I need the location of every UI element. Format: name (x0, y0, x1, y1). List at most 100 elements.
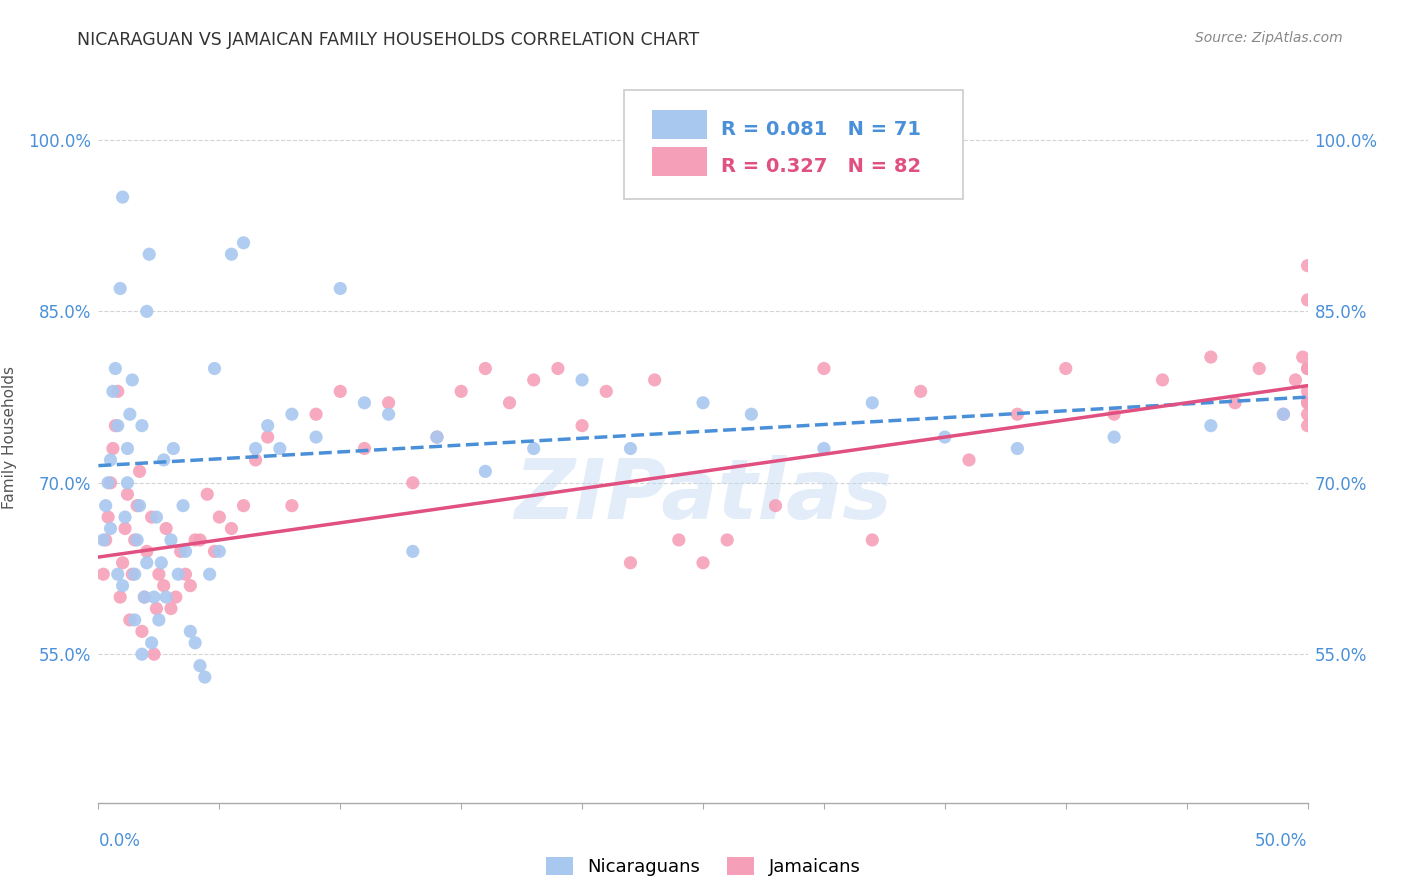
Point (100, 453, 122, 467)
Point (813, 361, 835, 376)
Point (1296, 259, 1319, 273)
Legend: Nicaraguans, Jamaicans: Nicaraguans, Jamaicans (538, 849, 868, 883)
Point (91, 567, 114, 582)
Point (1292, 350, 1315, 364)
Point (377, 407, 399, 421)
Point (269, 442, 291, 456)
Point (204, 544, 226, 558)
Point (692, 556, 714, 570)
Point (100, 521, 122, 535)
Point (148, 613, 170, 627)
Point (1284, 373, 1306, 387)
Point (860, 533, 883, 547)
Point (101, 442, 124, 456)
Text: Source: ZipAtlas.com: Source: ZipAtlas.com (1195, 31, 1343, 45)
Point (160, 601, 183, 615)
Point (194, 670, 217, 684)
Point (97, 475, 120, 490)
Point (353, 442, 375, 456)
Point (131, 647, 153, 661)
Point (1296, 396, 1319, 410)
Point (619, 442, 641, 456)
Point (523, 442, 546, 456)
Point (108, 590, 131, 604)
Point (135, 544, 157, 558)
Point (174, 567, 197, 582)
Point (910, 384, 932, 399)
Point (174, 544, 197, 558)
Point (128, 464, 150, 478)
Point (101, 384, 124, 399)
Point (305, 407, 328, 421)
Point (450, 384, 472, 399)
Point (498, 396, 520, 410)
Point (208, 510, 231, 524)
Text: ZIPatlas: ZIPatlas (515, 455, 891, 536)
Point (232, 235, 254, 250)
Point (188, 533, 211, 547)
Point (169, 544, 191, 558)
Point (221, 521, 243, 535)
Text: R = 0.081   N = 71: R = 0.081 N = 71 (721, 120, 921, 139)
Point (644, 373, 666, 387)
Point (1152, 373, 1174, 387)
Point (523, 373, 546, 387)
Point (1296, 418, 1319, 433)
Point (692, 396, 714, 410)
Point (124, 533, 146, 547)
Point (117, 487, 139, 501)
Point (117, 475, 139, 490)
Point (329, 384, 352, 399)
Point (474, 464, 496, 478)
Point (1007, 442, 1029, 456)
Point (353, 396, 375, 410)
Point (245, 442, 267, 456)
Point (160, 533, 183, 547)
Point (134, 590, 156, 604)
Point (245, 453, 267, 467)
Point (571, 418, 593, 433)
Point (134, 590, 156, 604)
Point (97, 510, 120, 524)
Point (765, 499, 787, 513)
Point (1199, 350, 1222, 364)
Point (595, 384, 617, 399)
Point (107, 567, 129, 582)
Point (1296, 407, 1319, 421)
Point (111, 579, 134, 593)
Point (716, 533, 738, 547)
Point (184, 533, 207, 547)
Point (1223, 396, 1246, 410)
Point (1272, 407, 1295, 421)
Point (127, 499, 149, 513)
Point (111, 556, 134, 570)
Point (619, 556, 641, 570)
Point (740, 407, 762, 421)
Point (94, 533, 117, 547)
Point (131, 624, 153, 639)
Point (1102, 407, 1125, 421)
Point (281, 499, 304, 513)
Point (148, 567, 170, 582)
Point (1296, 396, 1319, 410)
Point (571, 373, 593, 387)
Point (131, 418, 153, 433)
Text: 0.0%: 0.0% (98, 832, 141, 850)
Point (162, 442, 184, 456)
Point (281, 407, 304, 421)
Point (377, 396, 399, 410)
Point (204, 361, 226, 376)
Point (117, 442, 139, 456)
Point (402, 544, 425, 558)
Point (121, 567, 143, 582)
Point (426, 430, 449, 444)
Point (1007, 407, 1029, 421)
Point (329, 281, 352, 295)
Text: NICARAGUAN VS JAMAICAN FAMILY HOUSEHOLDS CORRELATION CHART: NICARAGUAN VS JAMAICAN FAMILY HOUSEHOLDS… (77, 31, 700, 49)
Point (91, 533, 114, 547)
Point (1199, 418, 1222, 433)
Point (198, 567, 221, 582)
Point (860, 396, 883, 410)
Point (179, 624, 201, 639)
Point (221, 247, 243, 261)
